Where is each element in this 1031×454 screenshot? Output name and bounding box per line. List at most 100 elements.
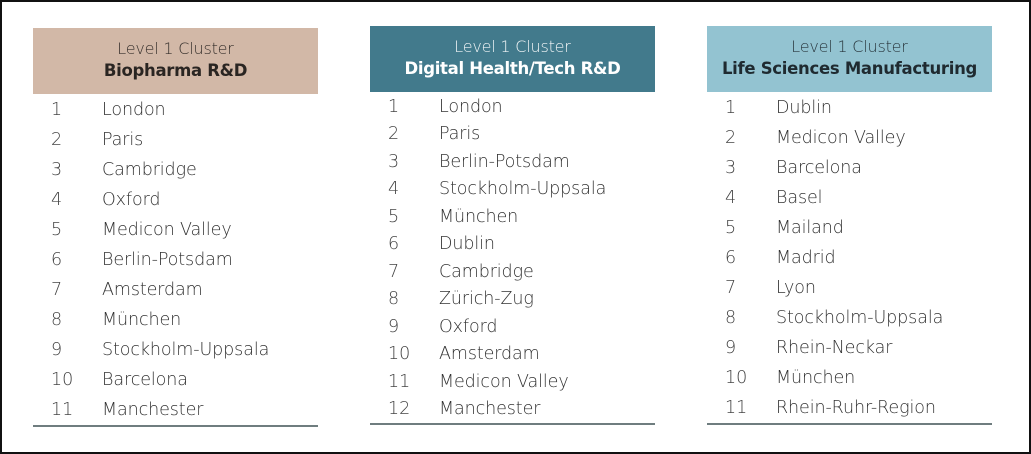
table-row: 9 Rhein-Neckar — [707, 333, 992, 363]
table-row: 8 Zürich-Zug — [370, 286, 655, 314]
rank-number: 1 — [725, 98, 737, 118]
table-row: 5 Medicon Valley — [33, 215, 318, 245]
table-row: 4 Stockholm-Uppsala — [370, 176, 655, 204]
rank-number: 8 — [388, 289, 400, 310]
table-bottom-rule — [707, 423, 992, 425]
cluster-city: Manchester — [102, 400, 204, 420]
cluster-city: Stockholm-Uppsala — [439, 179, 607, 200]
cluster-name: Digital Health/Tech R&D — [404, 59, 621, 78]
ranking-list: 1 Dublin 2 Medicon Valley 3 Barcelona 4 Basel 5 M… — [707, 93, 992, 423]
rank-number: 12 — [388, 399, 411, 420]
table-row: 11 Medicon Valley — [370, 368, 655, 396]
table-row: 1 London — [33, 95, 318, 125]
cluster-city: Berlin-Potsdam — [102, 250, 233, 270]
cluster-city: Rhein-Neckar — [776, 338, 893, 358]
cluster-city: Mailand — [776, 218, 844, 238]
rank-number: 7 — [51, 280, 63, 300]
cluster-level-label: Level 1 Cluster — [454, 37, 571, 56]
table-row: 8 München — [33, 305, 318, 335]
cluster-city: Amsterdam — [439, 344, 540, 365]
table-row: 3 Berlin-Potsdam — [370, 148, 655, 176]
table-row: 1 London — [370, 93, 655, 121]
cluster-city: München — [102, 310, 182, 330]
table-row: 4 Basel — [707, 183, 992, 213]
table-row: 6 Berlin-Potsdam — [33, 245, 318, 275]
cluster-city: Dublin — [776, 98, 832, 118]
cluster-table-biopharma: Level 1 Cluster Biopharma R&D 1 London 2 Pa… — [33, 28, 318, 427]
cluster-city: München — [439, 206, 519, 227]
cluster-city: Cambridge — [439, 261, 534, 282]
table-row: 5 München — [370, 203, 655, 231]
cluster-header: Level 1 Cluster Life Sciences Manufactur… — [707, 26, 992, 92]
cluster-name: Biopharma R&D — [103, 61, 248, 80]
cluster-header: Level 1 Cluster Digital Health/Tech R&D — [370, 26, 655, 92]
cluster-city: Stockholm-Uppsala — [102, 340, 270, 360]
rank-number: 1 — [51, 100, 63, 120]
ranking-list: 1 London 2 Paris 3 Berlin-Potsdam 4 Stockholm-U… — [370, 93, 655, 423]
rank-number: 11 — [51, 400, 74, 420]
rank-number: 10 — [51, 370, 74, 390]
table-row: 11 Rhein-Ruhr-Region — [707, 393, 992, 423]
table-row: 3 Cambridge — [33, 155, 318, 185]
rank-number: 1 — [388, 96, 400, 117]
table-row: 10 München — [707, 363, 992, 393]
cluster-city: Amsterdam — [102, 280, 203, 300]
table-row: 5 Mailand — [707, 213, 992, 243]
rank-number: 6 — [725, 248, 737, 268]
rank-number: 9 — [51, 340, 63, 360]
cluster-city: Madrid — [776, 248, 836, 268]
cluster-city: Manchester — [439, 399, 541, 420]
rank-number: 9 — [388, 316, 400, 337]
rank-number: 7 — [725, 278, 737, 298]
cluster-city: Lyon — [776, 278, 816, 298]
cluster-city: Paris — [102, 130, 144, 150]
rank-number: 6 — [388, 234, 400, 255]
rank-number: 6 — [51, 250, 63, 270]
rank-number: 8 — [725, 308, 737, 328]
table-row: 6 Dublin — [370, 231, 655, 259]
table-row: 3 Barcelona — [707, 153, 992, 183]
rank-number: 4 — [388, 179, 400, 200]
cluster-header: Level 1 Cluster Biopharma R&D — [33, 28, 318, 94]
table-row: 10 Barcelona — [33, 365, 318, 395]
cluster-city: Basel — [776, 188, 823, 208]
rank-number: 3 — [388, 151, 400, 172]
cluster-city: Medicon Valley — [102, 220, 232, 240]
rank-number: 5 — [388, 206, 400, 227]
table-row: 9 Stockholm-Uppsala — [33, 335, 318, 365]
rank-number: 3 — [725, 158, 737, 178]
cluster-city: Oxford — [439, 316, 498, 337]
cluster-city: Berlin-Potsdam — [439, 151, 570, 172]
table-row: 8 Stockholm-Uppsala — [707, 303, 992, 333]
rank-number: 5 — [51, 220, 63, 240]
rank-number: 7 — [388, 261, 400, 282]
cluster-city: Stockholm-Uppsala — [776, 308, 944, 328]
rank-number: 4 — [725, 188, 737, 208]
rank-number: 8 — [51, 310, 63, 330]
cluster-city: London — [102, 100, 166, 120]
table-row: 2 Paris — [370, 121, 655, 149]
rank-number: 3 — [51, 160, 63, 180]
rank-number: 10 — [725, 368, 748, 388]
table-row: 4 Oxford — [33, 185, 318, 215]
cluster-table-digital-health: Level 1 Cluster Digital Health/Tech R&D … — [370, 26, 655, 425]
cluster-city: London — [439, 96, 503, 117]
cluster-city: Rhein-Ruhr-Region — [776, 398, 936, 418]
rank-number: 5 — [725, 218, 737, 238]
rank-number: 2 — [388, 124, 400, 145]
rank-number: 2 — [725, 128, 737, 148]
table-row: 12 Manchester — [370, 396, 655, 424]
cluster-level-label: Level 1 Cluster — [791, 37, 908, 56]
cluster-city: Cambridge — [102, 160, 197, 180]
rank-number: 10 — [388, 344, 411, 365]
cluster-city: Barcelona — [102, 370, 188, 390]
rank-number: 11 — [388, 371, 411, 392]
cluster-city: Paris — [439, 124, 481, 145]
table-row: 2 Paris — [33, 125, 318, 155]
ranking-list: 1 London 2 Paris 3 Cambridge 4 Oxford 5 Medicon V… — [33, 95, 318, 425]
table-row: 2 Medicon Valley — [707, 123, 992, 153]
cluster-city: Zürich-Zug — [439, 289, 534, 310]
table-row: 7 Lyon — [707, 273, 992, 303]
cluster-city: Medicon Valley — [776, 128, 906, 148]
table-row: 9 Oxford — [370, 313, 655, 341]
